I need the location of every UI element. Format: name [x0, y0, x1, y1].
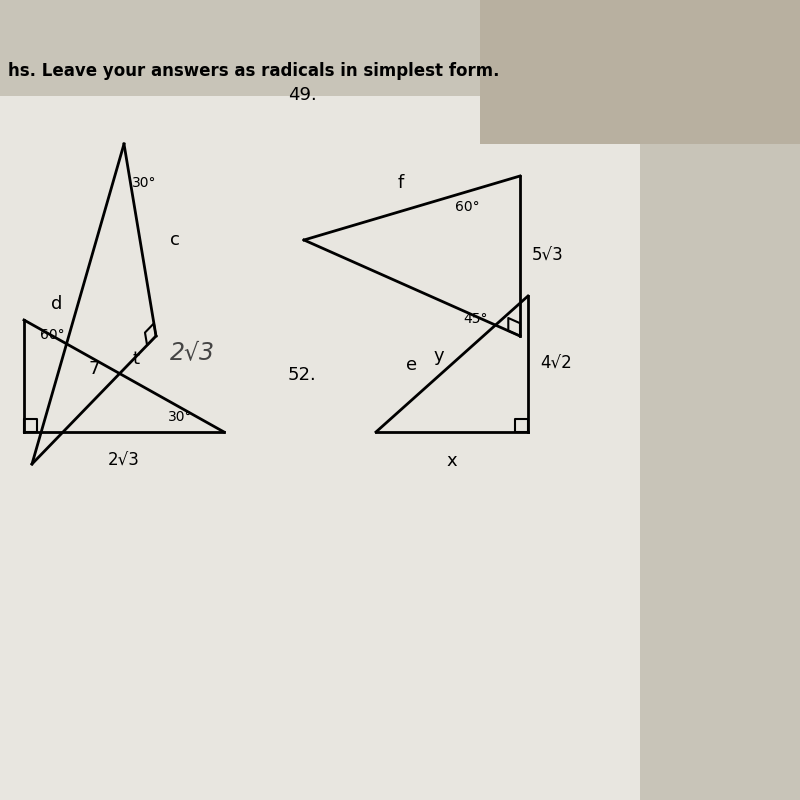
Text: 60°: 60°: [40, 328, 65, 342]
Text: 30°: 30°: [132, 176, 157, 190]
Text: t: t: [132, 350, 139, 368]
Text: 4√2: 4√2: [540, 355, 572, 373]
Text: x: x: [446, 452, 458, 470]
Text: 45°: 45°: [463, 312, 488, 326]
Text: d: d: [50, 295, 62, 313]
Text: 52.: 52.: [288, 366, 317, 384]
Text: 49.: 49.: [288, 86, 317, 104]
Text: 30°: 30°: [167, 410, 192, 424]
Text: e: e: [406, 356, 418, 374]
Text: c: c: [170, 231, 180, 249]
Text: hs. Leave your answers as radicals in simplest form.: hs. Leave your answers as radicals in si…: [8, 62, 499, 80]
Text: 7: 7: [88, 360, 100, 378]
FancyBboxPatch shape: [480, 0, 800, 144]
Text: 2√3: 2√3: [108, 452, 140, 470]
Text: f: f: [398, 174, 404, 192]
Text: 60°: 60°: [455, 200, 480, 214]
FancyBboxPatch shape: [0, 96, 640, 800]
Text: y: y: [434, 347, 444, 365]
Text: 5√3: 5√3: [532, 247, 564, 265]
Text: 2√3: 2√3: [170, 340, 214, 364]
